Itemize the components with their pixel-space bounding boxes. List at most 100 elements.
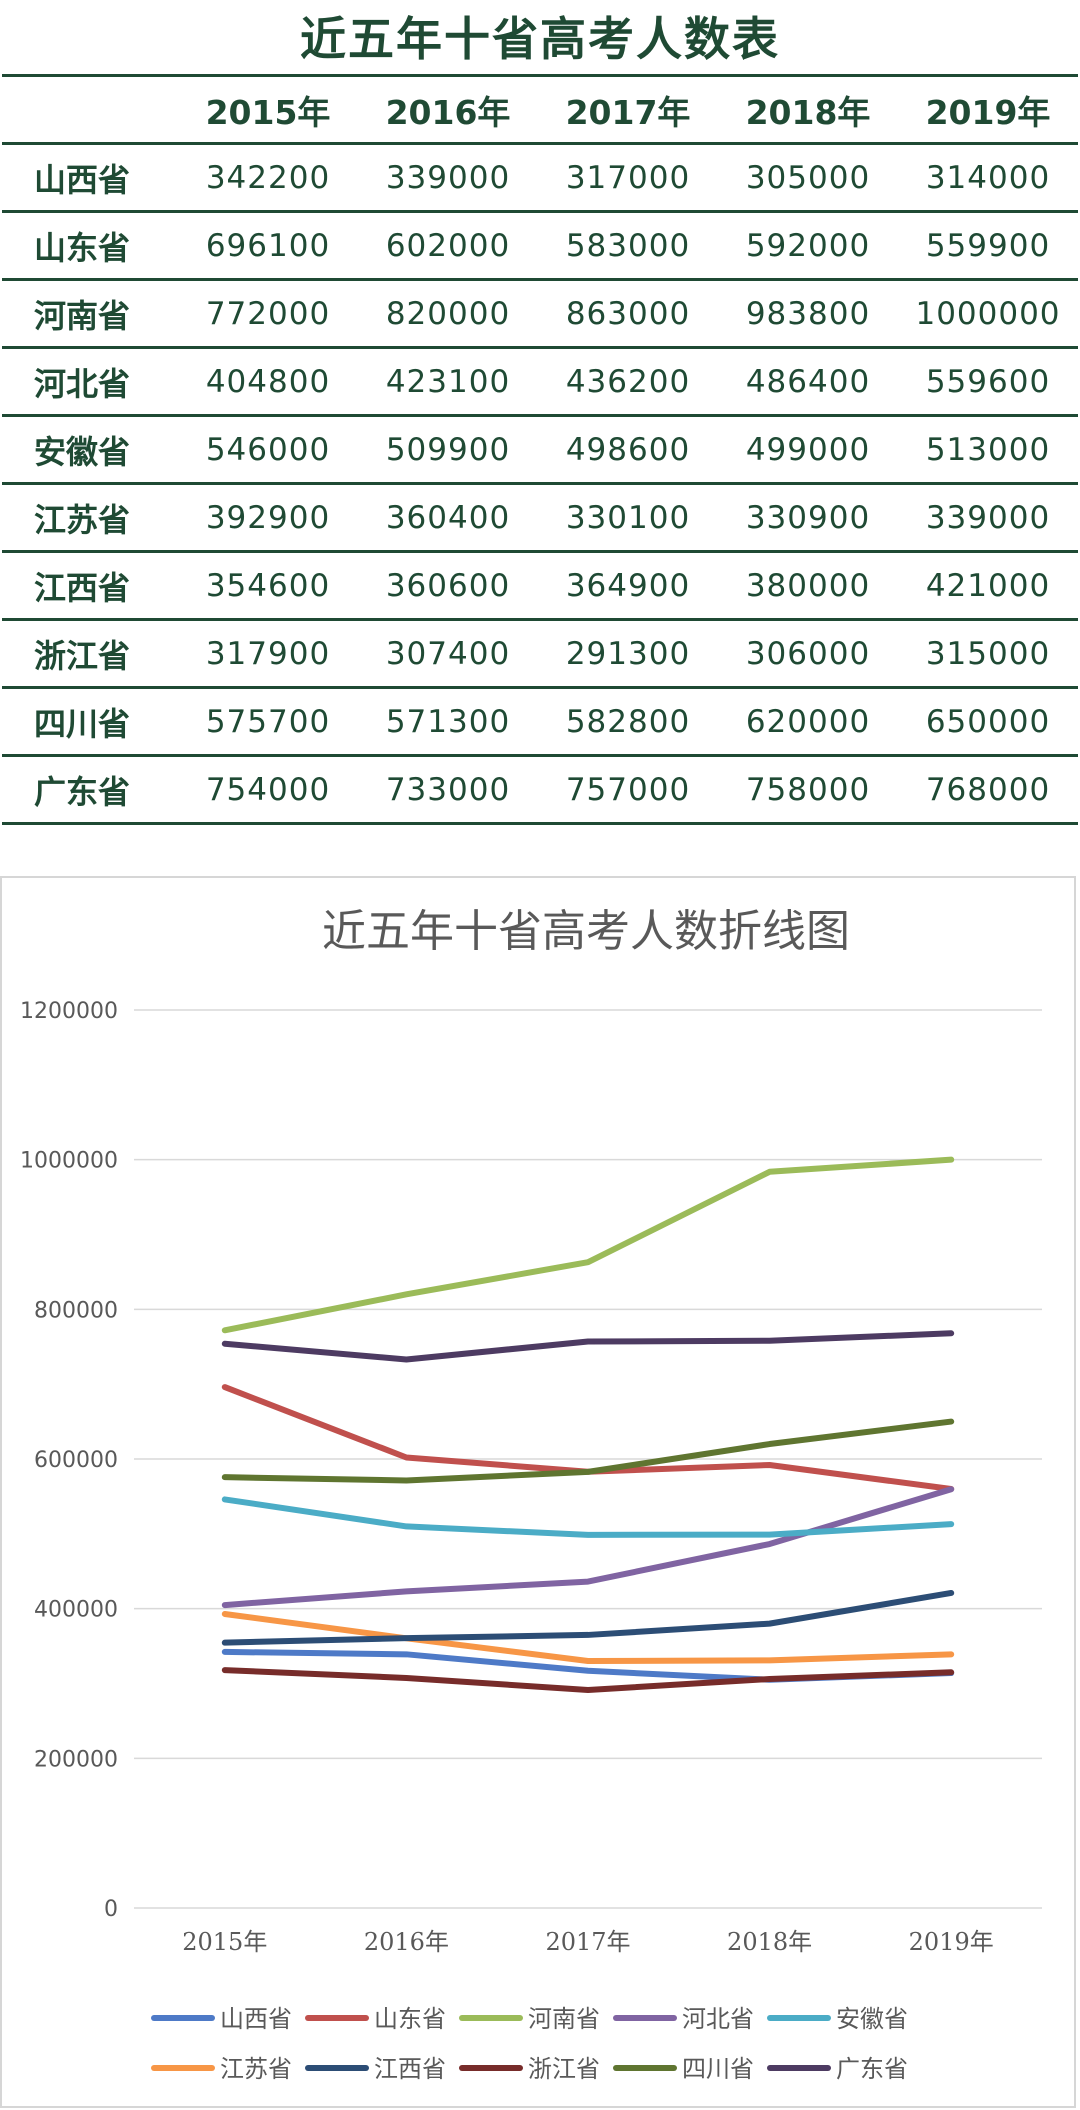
- province-cell: 山西省: [2, 143, 178, 213]
- header-year-2016: 2016年: [358, 74, 538, 145]
- value-cell: 360400: [358, 483, 538, 553]
- value-cell: 330100: [538, 483, 718, 553]
- value-cell: 305000: [718, 143, 898, 213]
- value-cell: 863000: [538, 279, 718, 349]
- x-tick-label: 2018年: [727, 1928, 812, 1956]
- data-table: 2015年 2016年 2017年 2018年 2019年 山西省 342200 3…: [2, 74, 1078, 825]
- value-cell: 602000: [358, 211, 538, 281]
- value-cell: 317900: [178, 619, 358, 689]
- table-row: 四川省 575700 571300 582800 620000 650000: [2, 687, 1078, 757]
- value-cell: 314000: [898, 143, 1078, 213]
- table-row: 江苏省 392900 360400 330100 330900 339000: [2, 483, 1078, 553]
- province-cell: 广东省: [2, 755, 178, 825]
- value-cell: 559900: [898, 211, 1078, 281]
- header-blank-cell: [2, 74, 178, 145]
- value-cell: 354600: [178, 551, 358, 621]
- series-line: [221, 1330, 955, 1363]
- table-row: 山东省 696100 602000 583000 592000 559900: [2, 211, 1078, 281]
- x-tick-label: 2019年: [909, 1928, 994, 1956]
- value-cell: 733000: [358, 755, 538, 825]
- x-tick-label: 2017年: [545, 1928, 630, 1956]
- value-cell: 620000: [718, 687, 898, 757]
- legend-label: 江苏省: [220, 2055, 292, 2083]
- chart-title: 近五年十省高考人数折线图: [322, 906, 850, 957]
- table-title: 近五年十省高考人数表: [300, 12, 780, 66]
- x-tick-label: 2015年: [182, 1928, 267, 1956]
- y-tick-label: 1200000: [20, 999, 118, 1024]
- y-tick-label: 800000: [34, 1298, 118, 1323]
- header-year-2018: 2018年: [718, 74, 898, 145]
- value-cell: 339000: [898, 483, 1078, 553]
- value-cell: 486400: [718, 347, 898, 417]
- series-line: [221, 1496, 955, 1538]
- value-cell: 423100: [358, 347, 538, 417]
- table-row: 河北省 404800 423100 436200 486400 559600: [2, 347, 1078, 417]
- value-cell: 307400: [358, 619, 538, 689]
- value-cell: 380000: [718, 551, 898, 621]
- table-body: 山西省 342200 339000 317000 305000 314000 山东省 6961…: [2, 143, 1078, 825]
- y-tick-label: 0: [104, 1897, 118, 1922]
- value-cell: 436200: [538, 347, 718, 417]
- legend-label: 河南省: [528, 2005, 600, 2033]
- value-cell: 772000: [178, 279, 358, 349]
- province-cell: 江西省: [2, 551, 178, 621]
- legend-label: 河北省: [682, 2005, 754, 2033]
- legend-label: 广东省: [836, 2055, 908, 2083]
- value-cell: 315000: [898, 619, 1078, 689]
- value-cell: 404800: [178, 347, 358, 417]
- value-cell: 392900: [178, 483, 358, 553]
- table-row: 河南省 772000 820000 863000 983800 1000000: [2, 279, 1078, 349]
- series-line: [221, 1418, 955, 1484]
- value-cell: 339000: [358, 143, 538, 213]
- value-cell: 499000: [718, 415, 898, 485]
- table-row: 浙江省 317900 307400 291300 306000 315000: [2, 619, 1078, 689]
- value-cell: 342200: [178, 143, 358, 213]
- value-cell: 498600: [538, 415, 718, 485]
- legend-label: 浙江省: [528, 2055, 600, 2083]
- series-line: [221, 1486, 955, 1609]
- value-cell: 364900: [538, 551, 718, 621]
- value-cell: 559600: [898, 347, 1078, 417]
- series-line: [221, 1156, 955, 1334]
- value-cell: 571300: [358, 687, 538, 757]
- legend-label: 山西省: [220, 2005, 292, 2033]
- value-cell: 330900: [718, 483, 898, 553]
- value-cell: 757000: [538, 755, 718, 825]
- value-cell: 650000: [898, 687, 1078, 757]
- series-line: [221, 1610, 955, 1664]
- value-cell: 546000: [178, 415, 358, 485]
- value-cell: 696100: [178, 211, 358, 281]
- legend-label: 安徽省: [836, 2005, 908, 2033]
- province-cell: 河南省: [2, 279, 178, 349]
- value-cell: 983800: [718, 279, 898, 349]
- value-cell: 754000: [178, 755, 358, 825]
- value-cell: 513000: [898, 415, 1078, 485]
- table-row: 安徽省 546000 509900 498600 499000 513000: [2, 415, 1078, 485]
- legend-label: 山东省: [374, 2005, 446, 2033]
- province-cell: 河北省: [2, 347, 178, 417]
- value-cell: 758000: [718, 755, 898, 825]
- value-cell: 582800: [538, 687, 718, 757]
- y-tick-label: 1000000: [20, 1149, 118, 1174]
- table-header-row: 2015年 2016年 2017年 2018年 2019年: [2, 74, 1078, 145]
- province-cell: 山东省: [2, 211, 178, 281]
- header-year-2015: 2015年: [178, 74, 358, 145]
- table-row: 江西省 354600 360600 364900 380000 421000: [2, 551, 1078, 621]
- y-tick-label: 600000: [34, 1448, 118, 1473]
- province-cell: 浙江省: [2, 619, 178, 689]
- value-cell: 317000: [538, 143, 718, 213]
- value-cell: 575700: [178, 687, 358, 757]
- province-cell: 江苏省: [2, 483, 178, 553]
- y-tick-label: 400000: [34, 1598, 118, 1623]
- header-year-2019: 2019年: [898, 74, 1078, 145]
- y-tick-label: 200000: [34, 1747, 118, 1772]
- line-chart: 近五年十省高考人数折线图 0 200000 400000 600000 800000 10…: [20, 906, 1042, 2083]
- value-cell: 291300: [538, 619, 718, 689]
- value-cell: 509900: [358, 415, 538, 485]
- value-cell: 768000: [898, 755, 1078, 825]
- value-cell: 583000: [538, 211, 718, 281]
- value-cell: 360600: [358, 551, 538, 621]
- province-cell: 四川省: [2, 687, 178, 757]
- legend-label: 四川省: [682, 2055, 754, 2083]
- value-cell: 820000: [358, 279, 538, 349]
